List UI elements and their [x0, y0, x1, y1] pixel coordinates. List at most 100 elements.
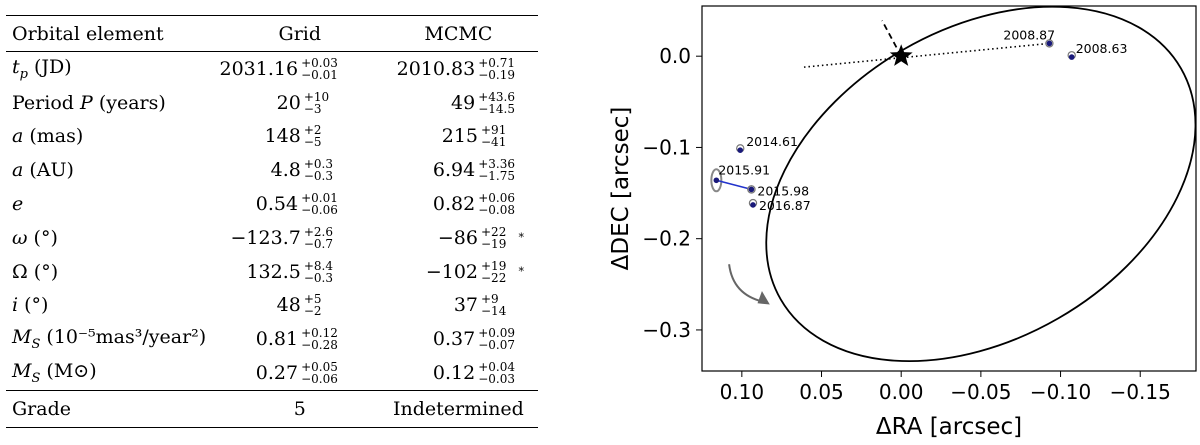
element-subscript: p: [19, 66, 28, 82]
y-tick-label: 0.0: [659, 44, 691, 68]
grid-value: 48: [276, 294, 301, 317]
grid-lower-error: −0.06: [301, 372, 338, 387]
grid-cell: −123.7 +2.6 −0.7: [213, 221, 353, 255]
header-orbital-element: Orbital element: [12, 22, 164, 45]
grid-uncertainty: +0.01 −0.06: [301, 192, 338, 216]
x-tick-label: −0.15: [1110, 380, 1171, 404]
element-symbol: i: [12, 294, 19, 317]
grid-uncertainty: +2 −5: [304, 124, 338, 148]
mcmc-uncertainty: +19 −22: [481, 260, 515, 284]
table-body: tp (JD) 2031.16 +0.03 −0.01 2010.83 +0.71 −0.1…: [6, 52, 538, 428]
mcmc-value: 6.94: [432, 159, 476, 182]
element-symbol: Ω: [12, 260, 28, 283]
mcmc-upper-error: +91: [481, 123, 507, 138]
element-symbol: ω: [12, 226, 28, 249]
grid-upper-error: +8.4: [303, 258, 333, 273]
orbital-element-label: MS (M⊙): [6, 356, 213, 390]
mcmc-upper-error: +19: [481, 258, 507, 273]
table-row: MS (M⊙) 0.27 +0.05 −0.06 0.12 +0.04 −0.03: [6, 356, 538, 390]
table-row: i (°) 48 +5 −2 37 +9 −14: [6, 289, 538, 323]
mcmc-upper-error: +0.71: [478, 55, 515, 70]
mcmc-uncertainty: +43.6 −14.5: [478, 91, 515, 115]
epoch-label: 2015.98: [757, 183, 809, 198]
orbital-element-label: MS (10⁻⁵mas³/year²): [6, 322, 213, 356]
epoch-point: [737, 147, 744, 153]
table-row: Ω (°) 132.5 +8.4 −0.3 −102 +19 −22 *: [6, 255, 538, 289]
grid-upper-error: +2.6: [303, 224, 333, 239]
mcmc-cell: 49 +43.6 −14.5: [353, 86, 538, 120]
mcmc-value: 2010.83: [396, 57, 476, 80]
element-subscript: S: [31, 370, 41, 386]
grid-cell: 0.54 +0.01 −0.06: [213, 187, 353, 221]
grid-cell: 0.27 +0.05 −0.06: [213, 356, 353, 390]
mcmc-lower-error: −14: [481, 304, 507, 319]
epoch-label: 2008.63: [1076, 41, 1128, 56]
mcmc-upper-error: +22: [481, 224, 507, 239]
grid-uncertainty: +0.12 −0.28: [301, 327, 338, 351]
mcmc-cell: 0.12 +0.04 −0.03: [353, 356, 538, 390]
mcmc-lower-error: −22: [481, 270, 507, 285]
grid-cell: 2031.16 +0.03 −0.01: [213, 52, 353, 86]
grid-upper-error: +2: [303, 123, 322, 138]
mcmc-value: 0.37: [432, 328, 476, 351]
measurement-error-ellipse: [710, 168, 723, 193]
element-symbol: M: [12, 326, 32, 349]
epoch-point: [1068, 54, 1075, 60]
element-unit: (JD): [27, 56, 72, 78]
periastron-direction: [881, 20, 902, 57]
grid-value: 2031.16: [219, 57, 299, 80]
mcmc-cell: 0.82 +0.06 −0.08: [353, 187, 538, 221]
element-symbol: a: [12, 159, 24, 182]
grid-uncertainty: +0.3 −0.3: [304, 158, 338, 182]
mcmc-uncertainty: +3.36 −1.75: [478, 158, 515, 182]
grid-value: 0.81: [255, 328, 299, 351]
grade-label: Grade: [12, 397, 71, 420]
mcmc-value: 0.82: [432, 193, 476, 216]
grid-uncertainty: +8.4 −0.3: [304, 260, 338, 284]
mcmc-cell: 6.94 +3.36 −1.75: [353, 153, 538, 187]
grid-cell: 48 +5 −2: [213, 289, 353, 323]
element-prefix: Period: [12, 91, 80, 114]
mcmc-lower-error: −14.5: [478, 101, 515, 116]
x-tick-label: 0.00: [879, 380, 924, 404]
table-row: Period P (years) 20 +10 −3 49 +43.6 −14.5: [6, 86, 538, 120]
epoch-residual: [716, 179, 752, 191]
element-symbol: a: [12, 125, 24, 148]
table-row: e 0.54 +0.01 −0.06 0.82 +0.06 −0.08: [6, 187, 538, 221]
mcmc-upper-error: +3.36: [478, 157, 515, 172]
orbital-element-label: a (mas): [6, 120, 213, 154]
grade-row: Grade 5 Indetermined: [6, 390, 538, 428]
epoch-label: 2008.87: [1003, 27, 1055, 42]
element-unit: (10⁻⁵mas³/year²): [40, 326, 207, 349]
epoch-label: 2015.91: [718, 162, 770, 177]
table-row: a (AU) 4.8 +0.3 −0.3 6.94 +3.36 −1.75: [6, 153, 538, 187]
y-tick-label: −0.3: [642, 318, 691, 342]
x-tick-label: 0.10: [720, 380, 765, 404]
mcmc-value: 37: [453, 294, 478, 317]
grid-upper-error: +0.12: [301, 326, 338, 341]
element-unit: (°): [27, 226, 58, 249]
element-unit: (°): [18, 294, 49, 317]
grid-value: 0.27: [255, 362, 299, 385]
element-unit: (°): [27, 260, 59, 283]
grid-cell: 4.8 +0.3 −0.3: [213, 153, 353, 187]
grid-uncertainty: +2.6 −0.7: [304, 226, 338, 250]
epoch-label: 2016.87: [759, 198, 811, 213]
header-mcmc: MCMC: [424, 22, 493, 45]
mcmc-cell: 37 +9 −14: [353, 289, 538, 323]
x-tick-label: −0.05: [950, 380, 1011, 404]
grid-lower-error: −5: [303, 135, 322, 150]
element-symbol: P: [79, 91, 93, 114]
grid-value: −123.7: [230, 226, 301, 249]
table-row: MS (10⁻⁵mas³/year²) 0.81 +0.12 −0.28 0.37 +0.…: [6, 322, 538, 356]
mcmc-lower-error: −1.75: [478, 169, 515, 184]
orbit-plot: 2008.87 2008.63 2014.61 2015.91 2015.982016.…: [608, 5, 1197, 440]
grid-value: 20: [276, 91, 301, 114]
mcmc-lower-error: −0.19: [478, 67, 515, 82]
grade-grid-value: 5: [293, 397, 306, 420]
header-grid: Grid: [278, 22, 322, 45]
epoch-label: 2014.61: [746, 134, 798, 149]
mcmc-cell: −102 +19 −22 *: [353, 255, 538, 289]
mcmc-uncertainty: +91 −41: [481, 124, 515, 148]
grid-uncertainty: +10 −3: [304, 91, 338, 115]
